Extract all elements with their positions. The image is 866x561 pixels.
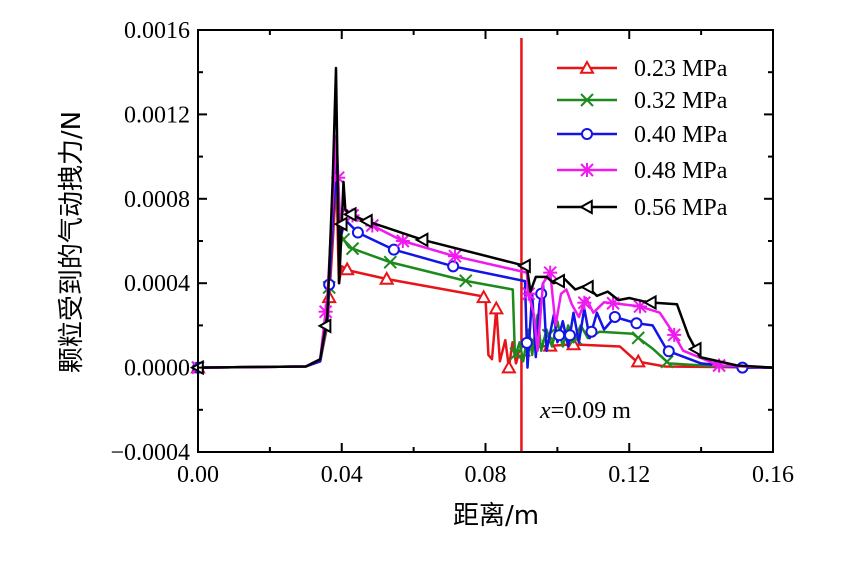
triangle-marker [339,261,355,276]
triangle-left-marker [578,199,593,215]
y-tick-label: 0.0000 [124,356,190,382]
legend-label: 0.56 MPa [634,195,728,221]
triangle-marker [501,359,517,374]
y-axis-label: 颗粒受到的气动拽力/N [57,111,87,373]
marker-stroke [580,93,594,107]
y-tick-label: 0.0004 [124,271,190,297]
circle-marker [387,243,400,256]
legend-label: 0.40 MPa [634,122,728,148]
marker-stroke [383,255,397,269]
circle-marker [520,336,533,349]
circle-marker [563,329,576,342]
legend: 0.23 MPa 0.32 MPa 0.40 MPa 0.48 MPa 0.56 MPa [557,56,728,221]
triangle-left-marker [317,318,332,334]
marker-stroke [345,241,360,256]
circle-marker [585,325,598,338]
y-tick-label: 0.0008 [124,187,190,213]
y-tick-label: 0.0016 [124,18,190,44]
asterisk-marker [395,234,410,248]
marker-stroke [541,328,556,342]
asterisk-marker [447,249,462,264]
x-marker [383,255,397,269]
circle-marker [608,310,621,323]
triangle-left-marker [414,232,429,248]
x-tick-label: 0.08 [465,462,507,488]
x-tick-label: 0.12 [608,462,650,488]
triangle-left-marker [551,273,565,289]
legend-label: 0.48 MPa [634,158,728,184]
triangle-marker [488,300,504,315]
asterisk-marker [521,286,536,301]
x-marker [660,355,674,369]
vline-annotation: x=0.09 m [539,398,631,424]
x-tick-label: 0.16 [752,462,794,488]
x-axis-label: 距离/m [453,501,539,531]
x-marker [580,93,594,107]
x-marker [631,331,645,345]
triangle-left-marker [516,258,531,274]
y-tick-label: −0.0004 [110,440,190,466]
x-marker [459,274,473,288]
marker-stroke [509,346,523,361]
x-marker [509,346,523,361]
triangle-marker [476,289,492,304]
triangle-marker [630,353,646,368]
circle-marker [351,226,364,239]
triangle-left-marker [687,341,702,357]
triangle-marker [378,270,395,285]
triangle-left-marker [642,294,657,311]
asterisk-marker [577,295,592,310]
x-tick-label: 0.04 [321,462,363,488]
marker-stroke [631,331,645,345]
x-marker [345,241,360,256]
circle-marker [662,345,675,358]
triangle-left-marker [333,216,348,232]
circle-marker [581,128,593,140]
x-tick-label: 0.00 [177,462,219,488]
circle-marker [447,260,460,273]
marker-stroke [459,274,473,288]
y-tick-label: 0.0012 [124,102,190,128]
circle-marker [630,317,643,330]
legend-label: 0.23 MPa [634,56,728,82]
asterisk-marker [667,327,682,342]
triangle-marker [579,59,595,74]
triangle-left-marker [342,206,357,223]
asterisk-marker [318,304,333,319]
circle-marker [553,329,566,342]
triangle-left-marker [579,279,594,295]
legend-label: 0.32 MPa [634,88,728,114]
asterisk-marker [580,163,594,177]
triangle-left-marker [358,213,373,229]
marker-stroke [660,355,674,369]
